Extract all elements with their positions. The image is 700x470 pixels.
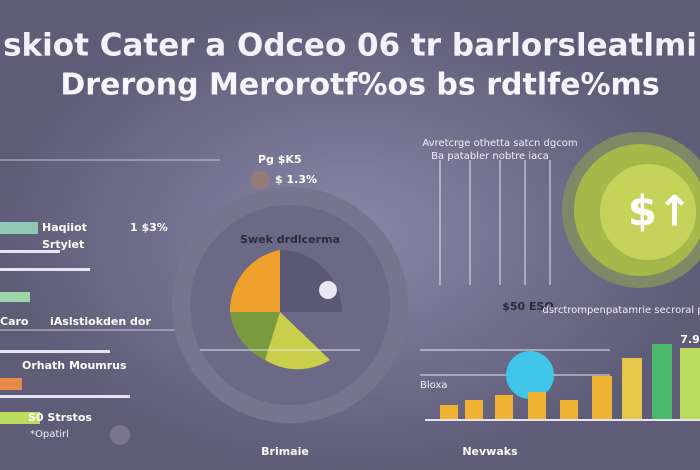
side-note: dsrctrompenpatamrie secroral prodlagea <box>542 305 700 316</box>
bar-label: Bloxa <box>420 380 448 391</box>
item: 1 $3% <box>130 221 168 234</box>
heading: Avretcrge othetta satcn dgcom <box>422 138 577 149</box>
footer-left: Brimaie <box>261 445 309 458</box>
rate: $ 1.3% <box>275 173 317 186</box>
item: Orhath Moumrus <box>22 359 127 372</box>
mid-label: $50 ESO <box>502 300 554 313</box>
footer-right: Nevwaks <box>462 445 518 458</box>
donut: Swek drdlcerma <box>172 187 408 423</box>
item: iAslstiokden dor <box>50 315 151 328</box>
tag: Pg $K5 <box>258 153 302 166</box>
item: S0 Strstos <box>28 411 92 424</box>
value: 7.9 <box>680 333 700 346</box>
item: Srtylet <box>42 238 84 251</box>
item: Caro <box>0 315 29 328</box>
title: skiot Cater a Odceo 06 tr barlorsleatlmi <box>3 28 697 64</box>
subtitle: Drerong Merorotf%os bs rdtlfe%ms <box>60 68 659 103</box>
donut-title: Swek drdlcerma <box>240 233 340 246</box>
left-panel: Pg $K5 $ 1.3% Haqiiot Srtylet 1 $3% iAsl… <box>0 153 317 445</box>
right-panel: Avretcrge othetta satcn dgcom Ba patable… <box>420 138 700 421</box>
coin: $↑ <box>562 132 700 288</box>
item: *Opatirl <box>30 429 69 440</box>
subheading: Ba patabler nobtre iaca <box>431 151 549 162</box>
item: Haqiiot <box>42 221 87 234</box>
coin-symbol: $↑ <box>628 187 692 236</box>
